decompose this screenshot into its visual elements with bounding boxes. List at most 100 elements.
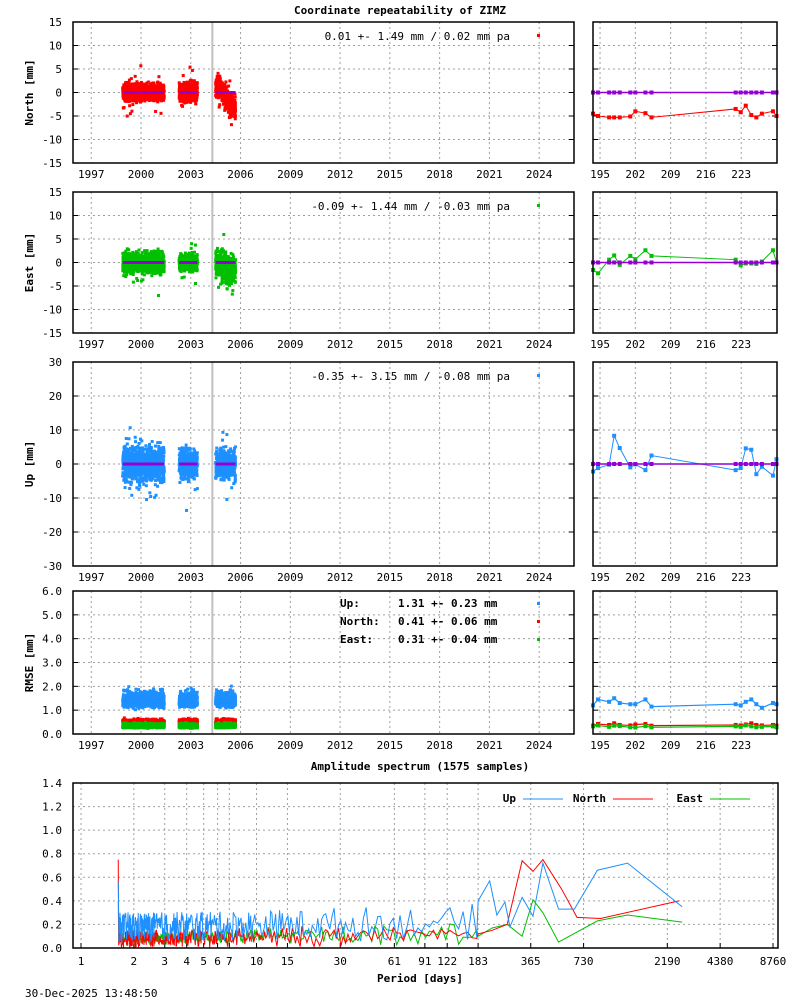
up-point (137, 441, 141, 445)
east-recent-point (649, 253, 654, 258)
up-point (154, 493, 158, 497)
y-tick-label: 5 (55, 233, 62, 246)
y-tick-label: 5 (55, 63, 62, 76)
y-tick-label: -5 (49, 110, 62, 123)
east-recent-point (596, 271, 601, 276)
legend-marker (537, 34, 540, 37)
up-point (134, 449, 138, 453)
east-point (147, 256, 151, 260)
up-point (125, 479, 129, 483)
north-point (189, 99, 193, 103)
up-point (138, 452, 142, 456)
east-point (156, 247, 160, 251)
x-tick-label: 2006 (227, 571, 254, 584)
up-point (160, 451, 164, 455)
x-tick-label: 2012 (327, 338, 354, 351)
up-point (123, 444, 127, 448)
y-tick-label: -5 (49, 280, 62, 293)
up-point (128, 447, 132, 451)
up-point (138, 480, 142, 484)
north-point (162, 94, 166, 98)
y-tick-label: 10 (49, 210, 62, 223)
north-point (183, 101, 187, 105)
up-point (122, 452, 126, 456)
east-point (131, 250, 135, 254)
up-point (151, 451, 155, 455)
east-point (129, 272, 133, 276)
east-point (231, 289, 235, 293)
east-point (233, 258, 237, 262)
north-point (223, 83, 227, 87)
north-point (195, 86, 199, 90)
east-point (234, 268, 238, 272)
recent-x-tick-label: 202 (625, 338, 645, 351)
recent-x-tick-label: 223 (731, 571, 751, 584)
east-point (179, 269, 183, 273)
east-point (151, 269, 155, 273)
north-point (195, 81, 199, 85)
up-point (144, 484, 148, 488)
north-point (220, 81, 224, 85)
east-point (154, 267, 158, 271)
north-point (233, 98, 237, 102)
y-tick-label: 15 (49, 16, 62, 29)
east-point (128, 252, 132, 256)
east-point (224, 250, 228, 254)
up-point (138, 484, 142, 488)
up-point (124, 437, 128, 441)
north-point (187, 82, 191, 86)
east-point (191, 270, 195, 274)
north-point (155, 98, 159, 102)
north-point (184, 81, 188, 85)
east-point (231, 253, 235, 257)
north-point (181, 104, 185, 108)
north-point (233, 101, 237, 105)
up-point (179, 474, 183, 478)
north-point (156, 100, 160, 104)
up-point (149, 445, 153, 449)
east-point (230, 263, 234, 267)
north-point (190, 80, 194, 84)
up-point (181, 446, 185, 450)
east-point (195, 259, 199, 263)
up-point (144, 466, 148, 470)
north-point (192, 81, 196, 85)
east-point (233, 273, 237, 277)
up-point (136, 450, 140, 454)
figure-title: Coordinate repeatability of ZIMZ (294, 4, 506, 17)
north-recent-point (738, 110, 743, 115)
north-point (225, 107, 229, 111)
east-point (159, 273, 163, 277)
east-point (220, 279, 224, 283)
east-point (233, 276, 237, 280)
up-point (134, 445, 138, 449)
north-point (129, 77, 133, 81)
east-point (190, 242, 194, 246)
up-point (155, 478, 159, 482)
north-point (135, 80, 139, 84)
north-point (195, 93, 199, 97)
east-point (219, 251, 223, 255)
east-point (227, 283, 231, 287)
east-recent-point (633, 257, 638, 262)
east-point (224, 278, 228, 282)
east-point (180, 276, 184, 280)
north-point (228, 92, 232, 96)
north-point (180, 83, 184, 87)
east-point (189, 246, 193, 250)
x-tick-label: 2012 (327, 571, 354, 584)
up-point (125, 442, 129, 446)
up-point (125, 472, 129, 476)
east-point (149, 269, 153, 273)
north-point (216, 96, 220, 100)
x-tick-label: 2024 (526, 168, 553, 181)
north-point (128, 97, 132, 101)
east-recent-point (612, 253, 617, 258)
north-point (188, 65, 192, 69)
y-tick-label: 0 (55, 458, 62, 471)
north-point (128, 104, 132, 108)
east-point (195, 265, 199, 269)
up-point (129, 455, 133, 459)
north-point (229, 123, 233, 127)
up-point (162, 449, 166, 453)
